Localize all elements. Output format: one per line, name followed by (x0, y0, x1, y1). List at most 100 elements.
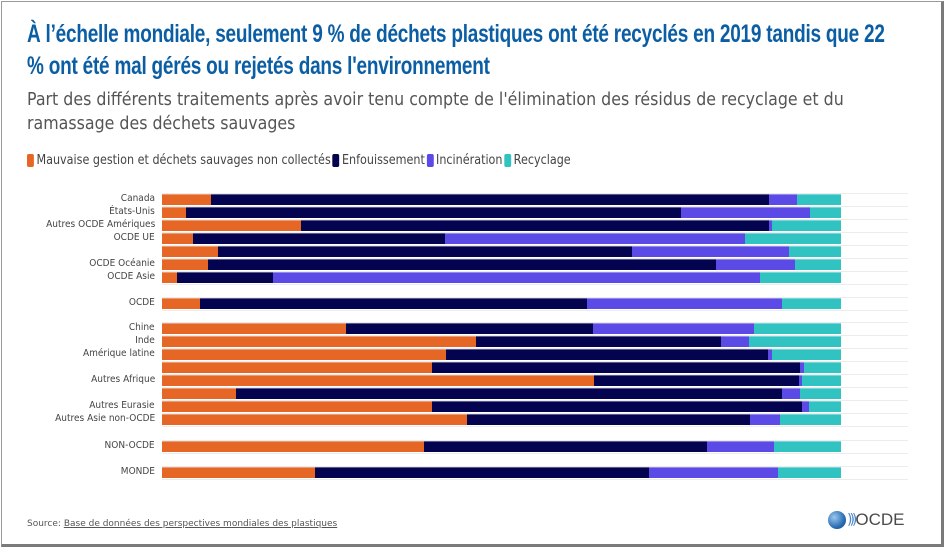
bar-segment[interactable] (272, 271, 760, 283)
bar-segment[interactable] (217, 245, 632, 257)
bar-segment[interactable] (587, 297, 782, 309)
category-label: États-Unis (109, 206, 155, 217)
bar-segment[interactable] (162, 361, 433, 373)
bar-segment[interactable] (200, 297, 588, 309)
chart-subtitle: Part des différents traitements après av… (27, 89, 844, 134)
bar-segment[interactable] (804, 361, 841, 373)
bar-segment[interactable] (210, 193, 769, 205)
legend-item-recycling[interactable]: Recyclage (504, 153, 571, 168)
bar-segment[interactable] (593, 322, 755, 334)
legend-item-incineration[interactable]: Incinération (426, 153, 503, 168)
category-label: OCDE (129, 297, 155, 308)
gridline (162, 453, 908, 454)
arcs-icon: ))) (847, 512, 858, 528)
bar-segment[interactable] (162, 466, 315, 478)
bar-segment[interactable] (771, 219, 841, 231)
bar-segment[interactable] (162, 374, 594, 386)
legend-swatch (504, 154, 512, 167)
bar-segment[interactable] (767, 348, 772, 360)
category-label: Chine (129, 322, 155, 333)
bar-segment[interactable] (759, 271, 841, 283)
bar-segment[interactable] (432, 400, 803, 412)
bar-segment[interactable] (208, 258, 717, 270)
bar-segment[interactable] (707, 440, 775, 452)
chart-title: À l’échelle mondiale, seulement 9 % de d… (27, 20, 885, 80)
bar-segment[interactable] (162, 348, 446, 360)
category-label: MONDE (120, 466, 155, 477)
bar-segment[interactable] (162, 400, 433, 412)
category-label: Inde (135, 335, 155, 346)
legend-label: Incinération (436, 153, 503, 168)
category-label: Amérique latine (83, 348, 155, 359)
bar-segment[interactable] (162, 271, 177, 283)
legend-item-landfill[interactable]: Enfouissement (332, 153, 425, 168)
bar-segment[interactable] (680, 206, 811, 218)
bar-segment[interactable] (769, 219, 772, 231)
bar-segment[interactable] (749, 335, 841, 347)
bar-segment[interactable] (475, 335, 722, 347)
bar-segment[interactable] (750, 413, 780, 425)
category-label: Autres Eurasie (89, 400, 155, 411)
bar-segment[interactable] (162, 232, 194, 244)
bar-segment[interactable] (301, 219, 770, 231)
bar-segment[interactable] (445, 348, 768, 360)
bar-segment[interactable] (185, 206, 681, 218)
bar-segment[interactable] (432, 361, 801, 373)
legend-item-mismanaged[interactable]: Mauvaise gestion et déchets sauvages non… (27, 153, 331, 168)
bar-segment[interactable] (771, 348, 841, 360)
bar-segment[interactable] (466, 413, 750, 425)
bar-segment[interactable] (631, 245, 789, 257)
bar-segment[interactable] (779, 413, 841, 425)
bar-segment[interactable] (745, 232, 841, 244)
bar-segment[interactable] (754, 322, 841, 334)
bar-segment[interactable] (721, 335, 750, 347)
bar-segment[interactable] (176, 271, 273, 283)
bar-segment[interactable] (781, 297, 841, 309)
gridline (162, 310, 908, 311)
bar-segment[interactable] (314, 466, 649, 478)
bar-segment[interactable] (346, 322, 594, 334)
bar-segment[interactable] (162, 219, 302, 231)
oecd-logo: ))) OCDE (828, 510, 905, 530)
bar-segment[interactable] (445, 232, 746, 244)
category-label: OCDE UE (113, 232, 155, 243)
bar-segment[interactable] (162, 322, 346, 334)
bar-segment[interactable] (809, 400, 841, 412)
bar-segment[interactable] (162, 440, 425, 452)
bar-segment[interactable] (798, 374, 802, 386)
bar-segment[interactable] (236, 387, 782, 399)
bar-segment[interactable] (796, 193, 841, 205)
legend-swatch (332, 154, 340, 167)
source-label: Source: (27, 519, 61, 529)
source-note: Source: Base de données des perspectives… (27, 519, 337, 529)
bar-segment[interactable] (162, 206, 186, 218)
bar-segment[interactable] (777, 466, 841, 478)
source-link[interactable]: Base de données des perspectives mondial… (63, 519, 338, 529)
bar-segment[interactable] (781, 387, 801, 399)
bar-segment[interactable] (162, 193, 211, 205)
bar-segment[interactable] (193, 232, 446, 244)
bar-segment[interactable] (802, 400, 810, 412)
bar-segment[interactable] (162, 258, 209, 270)
bar-segment[interactable] (424, 440, 708, 452)
bar-segment[interactable] (593, 374, 799, 386)
bar-segment[interactable] (810, 206, 841, 218)
bar-segment[interactable] (800, 387, 841, 399)
bar-segment[interactable] (788, 245, 841, 257)
bar-segment[interactable] (162, 387, 236, 399)
bar-segment[interactable] (648, 466, 778, 478)
bar-segment[interactable] (162, 335, 476, 347)
category-label: OCDE Asie (107, 271, 155, 282)
bar-segment[interactable] (794, 258, 841, 270)
bar-segment[interactable] (774, 440, 841, 452)
bar-segment[interactable] (162, 297, 201, 309)
bar-segment[interactable] (716, 258, 795, 270)
category-label: Autres OCDE Amériques (45, 219, 155, 230)
category-label: Autres Afrique (90, 374, 155, 385)
bar-segment[interactable] (800, 361, 805, 373)
bar-segment[interactable] (801, 374, 841, 386)
bar-segment[interactable] (769, 193, 797, 205)
bar-segment[interactable] (162, 413, 467, 425)
bar-segment[interactable] (162, 245, 218, 257)
